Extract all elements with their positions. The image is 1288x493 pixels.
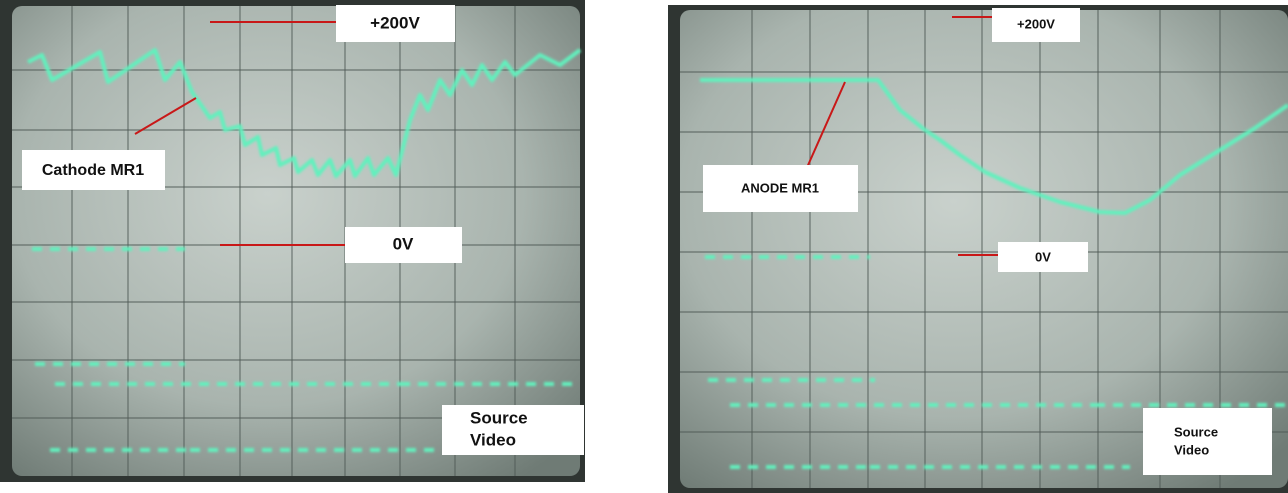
zero-label: 0V	[1035, 249, 1051, 264]
bottom-label-line: Source	[470, 408, 528, 427]
left-scope: +200V Cathode MR1 0V Source Video	[0, 0, 585, 482]
right-scope: +200V ANODE MR1 0V Source Video	[668, 5, 1288, 493]
top-label: +200V	[370, 13, 420, 32]
bottom-label-line: Video	[470, 430, 516, 449]
bottom-label-line: Source	[1174, 424, 1218, 439]
page: {"panels": [ {"top_label": "+200V", "tra…	[0, 0, 1288, 493]
zero-label: 0V	[393, 234, 414, 253]
trace-label: Cathode MR1	[42, 162, 144, 179]
trace-label: ANODE MR1	[741, 180, 819, 195]
scope-photos: +200V Cathode MR1 0V Source Video +200V …	[0, 0, 1288, 493]
bottom-label-line: Video	[1174, 442, 1209, 457]
top-label: +200V	[1017, 16, 1055, 31]
